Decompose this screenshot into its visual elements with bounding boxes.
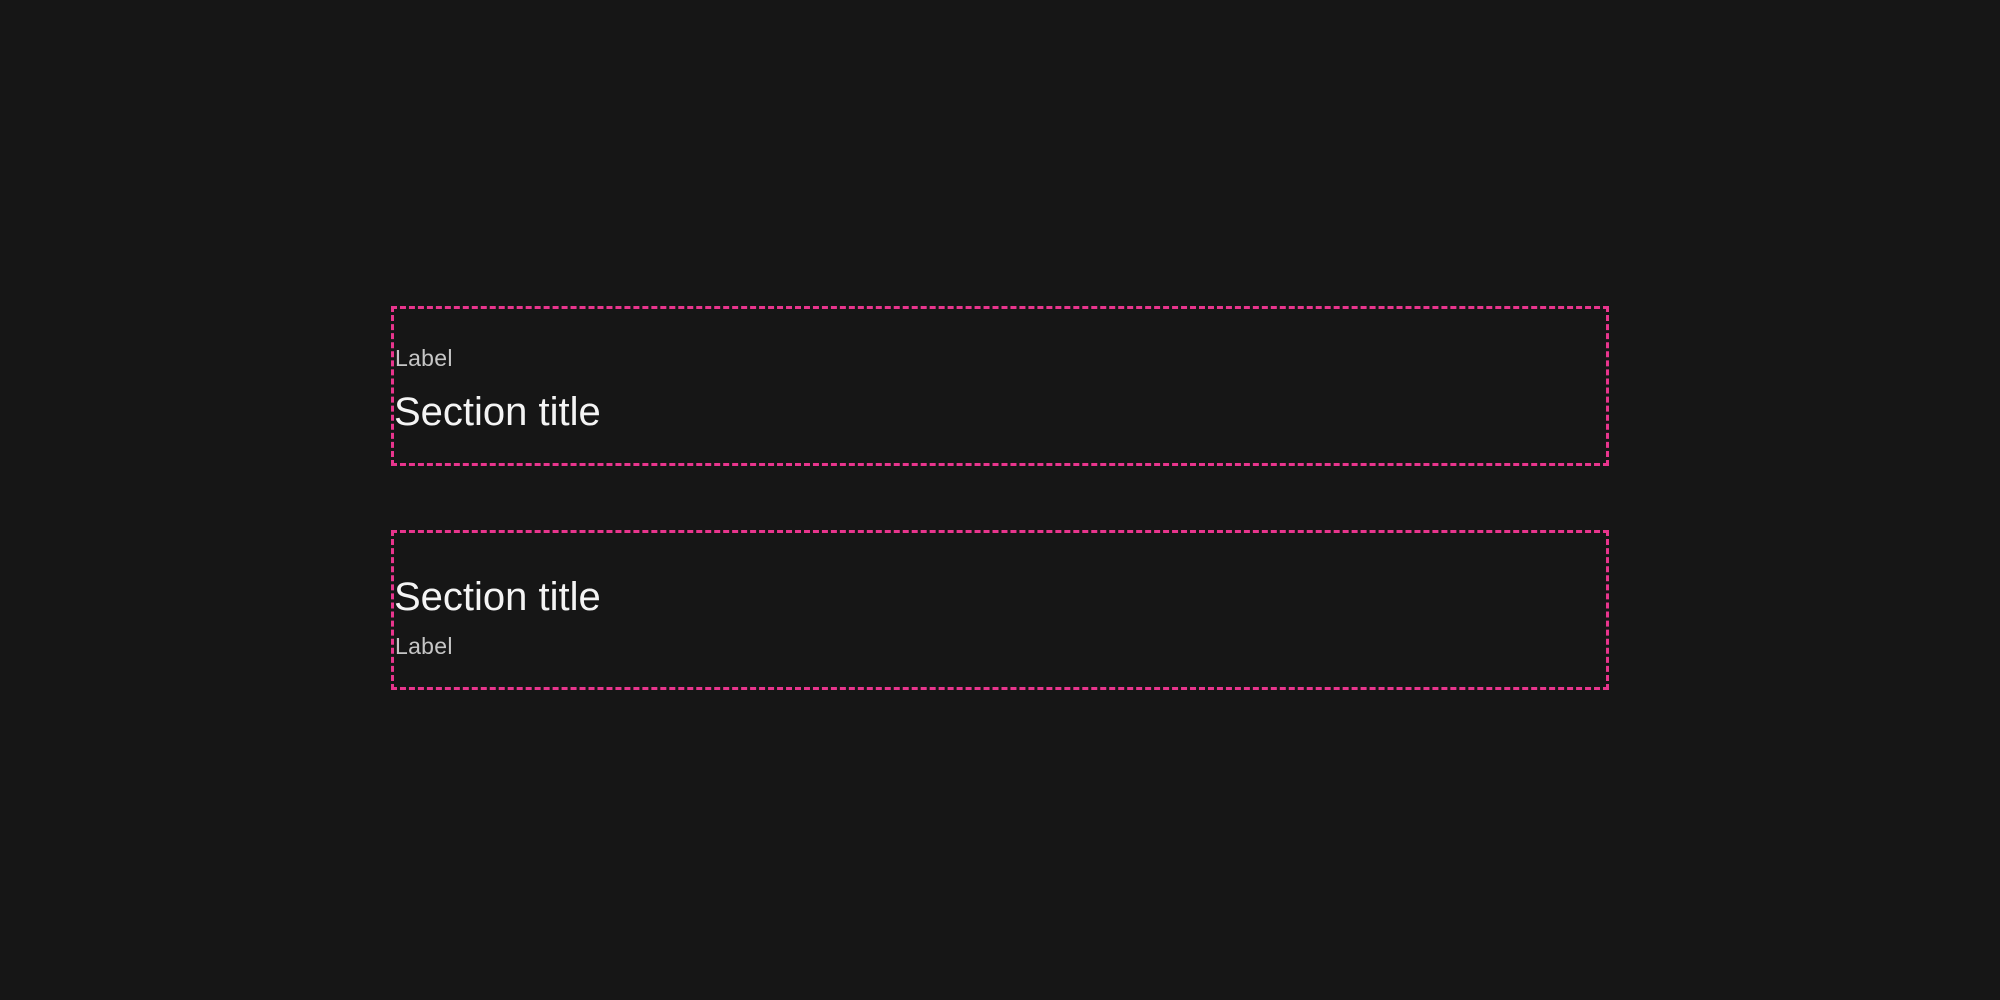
section-header-label-below: Section title Label	[391, 530, 1609, 690]
section-title: Section title	[394, 575, 601, 619]
section-label: Label	[395, 633, 453, 659]
section-label: Label	[395, 345, 453, 371]
section-header-label-above: Label Section title	[391, 306, 1609, 466]
section-title: Section title	[394, 390, 601, 434]
